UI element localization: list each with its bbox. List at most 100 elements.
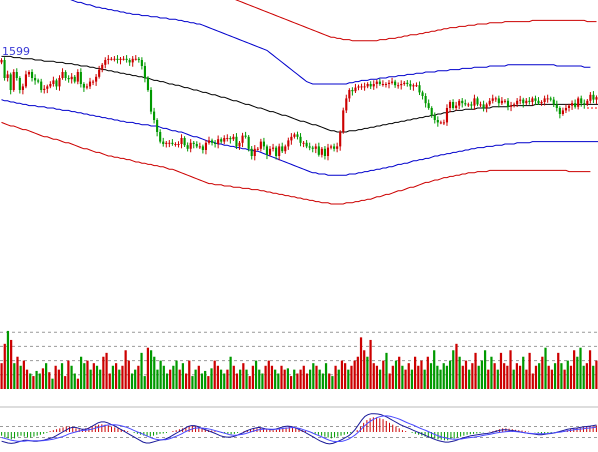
volume-bar — [588, 350, 592, 389]
candle — [525, 98, 528, 105]
volume-bar — [398, 356, 401, 389]
volume-bar — [404, 369, 407, 389]
volume-bar — [143, 376, 146, 389]
candle — [284, 144, 287, 154]
candle — [244, 131, 247, 139]
candle — [491, 94, 494, 104]
volume-bar — [553, 363, 557, 389]
volume-bar — [45, 363, 48, 389]
candle — [177, 141, 180, 148]
volume-bar — [518, 365, 522, 389]
candle — [552, 96, 555, 108]
volume-bar — [391, 365, 394, 389]
volume-bar — [566, 360, 569, 389]
candle — [9, 72, 12, 95]
volume-bar — [280, 365, 283, 389]
volume-bar — [483, 350, 487, 389]
candle — [445, 104, 449, 126]
volume-bar — [270, 365, 274, 389]
volume-bar — [324, 363, 328, 389]
volume-bar — [582, 365, 585, 389]
candle — [570, 100, 574, 110]
candle — [442, 119, 445, 126]
candle — [317, 142, 320, 157]
volume-bar — [315, 365, 318, 389]
volume-bar — [29, 373, 32, 389]
candle — [140, 57, 143, 70]
candle — [308, 142, 311, 151]
candle — [375, 79, 378, 89]
volume-bar — [452, 350, 455, 389]
volume-bar — [229, 356, 232, 389]
macd-fast-line — [1, 413, 597, 445]
volume-bar — [445, 365, 449, 389]
candle — [15, 68, 18, 81]
volume-bar — [420, 360, 423, 389]
candle — [171, 139, 174, 146]
candle — [168, 140, 171, 148]
volume-bar — [3, 343, 6, 389]
volume-bar — [493, 363, 496, 389]
inner-band-lower — [1, 99, 598, 176]
volume-bar — [146, 347, 150, 389]
volume-bar — [382, 360, 385, 389]
candle — [595, 95, 598, 104]
volume-bar — [70, 365, 73, 389]
volume-bar — [569, 365, 573, 389]
candle — [329, 144, 333, 150]
candle — [241, 132, 244, 148]
candle — [214, 140, 217, 148]
candle — [485, 102, 488, 113]
volume-bar — [468, 369, 471, 389]
volume-bar — [13, 363, 16, 389]
volume-bar — [102, 356, 105, 389]
price-panel: 1599 — [0, 0, 598, 205]
volume-bar — [254, 360, 258, 389]
volume-bar — [474, 352, 477, 389]
candle — [37, 78, 40, 84]
candle — [149, 87, 153, 115]
volume-bar — [124, 350, 127, 389]
volume-bar — [321, 373, 324, 389]
volume-bar — [350, 365, 353, 389]
volume-bar — [340, 360, 344, 389]
candle — [290, 133, 293, 145]
volume-bar — [76, 378, 80, 389]
candle — [336, 142, 339, 153]
volume-bar — [118, 369, 121, 389]
candle — [378, 78, 381, 86]
volume-bar — [560, 363, 563, 389]
candle — [415, 82, 418, 87]
candle — [43, 85, 46, 94]
outer-band-lower — [1, 121, 591, 205]
candle — [189, 139, 192, 153]
candle — [574, 99, 577, 109]
volume-bar — [0, 363, 3, 389]
candle — [528, 97, 531, 105]
volume-bar — [22, 360, 25, 389]
candle — [174, 142, 177, 147]
volume-bar — [375, 365, 379, 389]
candle — [146, 76, 150, 92]
candle — [369, 81, 372, 90]
candle — [88, 77, 92, 90]
price-label: 1599 — [2, 45, 30, 58]
candle — [455, 101, 458, 111]
volume-bar — [153, 356, 156, 389]
volume-bar — [162, 365, 165, 389]
volume-bar — [242, 363, 245, 389]
candle — [46, 84, 49, 94]
candle — [113, 56, 116, 62]
candle — [6, 70, 9, 82]
candle — [67, 75, 70, 83]
volume-bar — [165, 373, 169, 389]
volume-bar — [121, 365, 124, 389]
candle — [195, 141, 198, 149]
volume-bar — [149, 350, 153, 389]
volume-bar — [200, 373, 204, 389]
volume-bar — [299, 369, 302, 389]
volume-bar — [503, 363, 506, 389]
volume-bar — [79, 356, 83, 389]
volume-bar — [312, 363, 315, 389]
candle — [314, 143, 317, 154]
